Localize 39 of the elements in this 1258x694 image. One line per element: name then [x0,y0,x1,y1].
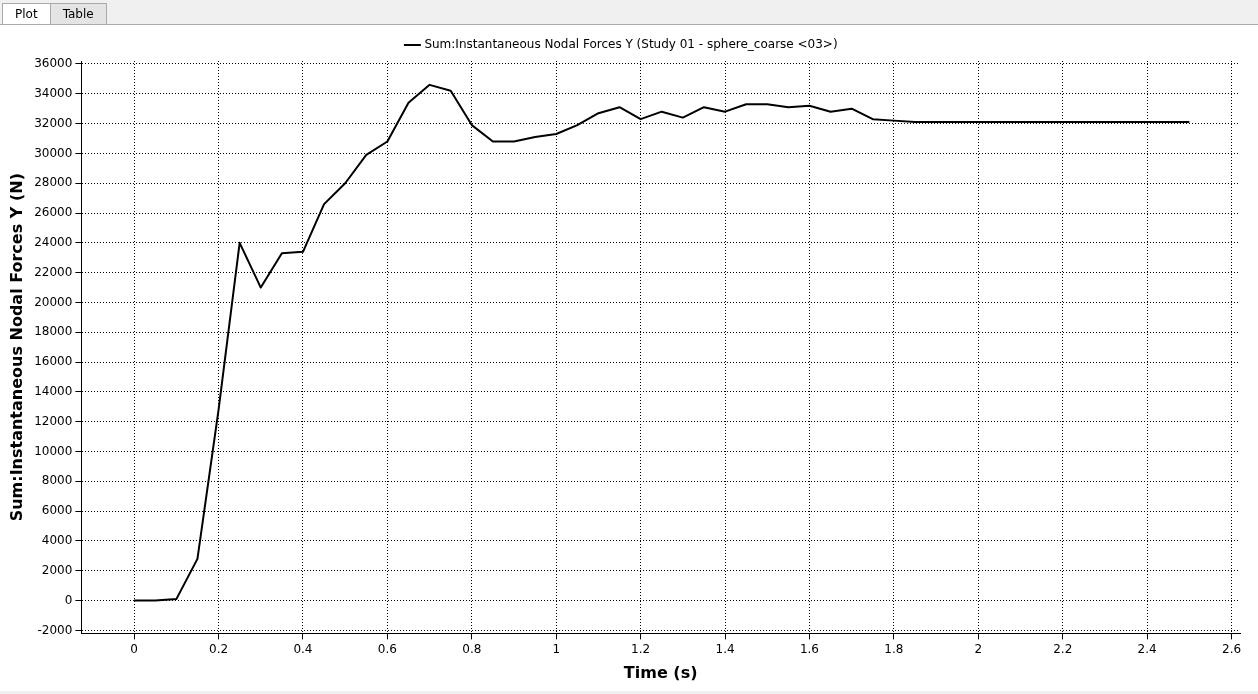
x-tick-label: 0.4 [293,641,313,656]
y-tick-label: 20000 [34,294,73,309]
x-axis-title: Time (s) [623,662,698,682]
y-tick-label: -2000 [37,622,73,637]
y-tick-label: 34000 [34,85,73,100]
y-tick-label: 22000 [34,264,73,279]
y-tick-label: 26000 [34,205,73,220]
y-tick-label: 28000 [34,175,73,190]
y-tick-label: 0 [64,592,73,607]
y-tick-label: 10000 [34,443,73,458]
legend-label: Sum:Instantaneous Nodal Forces Y (Study 01 - sphere_coarse <03>) [424,37,838,52]
x-tick-label: 2.2 [1053,641,1073,656]
text: Table [49,3,107,24]
y-tick-label: 30000 [34,145,73,160]
x-tick-label: 1.2 [631,641,651,656]
x-tick-label: 0.2 [209,641,229,656]
x-tick-label: 1.8 [884,641,904,656]
y-tick-label: 8000 [41,473,73,488]
text: Plot [2,3,51,24]
y-tick-label: 32000 [34,115,73,130]
x-tick-label: 1.4 [715,641,735,656]
y-axis-title: Sum:Instantaneous Nodal Forces Y (N) [6,173,26,522]
y-tick-label: 36000 [34,56,73,71]
y-tick-label: 18000 [34,324,73,339]
x-tick-label: 2.6 [1222,641,1242,656]
x-tick-label: 0 [130,641,138,656]
y-tick-label: 14000 [34,384,73,399]
y-tick-label: 4000 [41,533,73,548]
y-tick-label: 12000 [34,413,73,428]
y-tick-label: 16000 [34,354,73,369]
x-tick-label: 1 [552,641,561,656]
y-tick-label: 6000 [41,503,73,518]
x-tick-label: 1.6 [799,641,820,656]
y-tick-label: 2000 [41,562,73,577]
x-tick-label: 2.4 [1137,641,1157,656]
y-tick-label: 24000 [34,234,73,249]
x-tick-label: 0.6 [377,641,397,656]
x-tick-label: 2 [974,641,983,656]
x-tick-label: 0.8 [462,641,482,656]
